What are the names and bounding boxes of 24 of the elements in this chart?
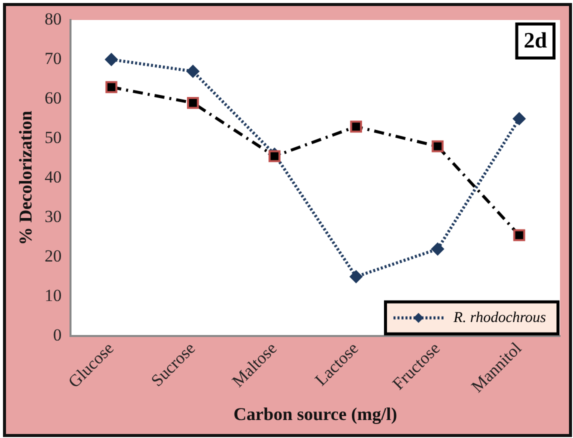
point (432, 140, 444, 152)
point (187, 96, 199, 109)
point (268, 150, 280, 162)
y-tick-label: 30 (44, 206, 62, 226)
legend-label: R. rhodochrous (452, 310, 546, 326)
x-axis-title: Carbon source (mg/l) (233, 404, 398, 424)
point (512, 112, 526, 126)
y-tick-label: 70 (44, 48, 62, 68)
y-tick-label: 20 (44, 246, 62, 266)
point (350, 120, 362, 133)
y-tick-label: 40 (44, 167, 62, 186)
point (431, 242, 444, 256)
y-tick-label: 80 (44, 9, 62, 28)
y-tick-label: 60 (44, 88, 62, 108)
y-axis-title: % Decolorization (15, 110, 36, 246)
point (104, 52, 118, 66)
y-tick-label: 50 (44, 128, 62, 147)
y-tick-label: 10 (44, 286, 62, 305)
y-tick-label: 0 (53, 325, 62, 344)
point (513, 229, 526, 242)
point (186, 64, 200, 78)
point (105, 81, 118, 94)
point (350, 270, 363, 284)
annotation: 2d (524, 28, 548, 53)
